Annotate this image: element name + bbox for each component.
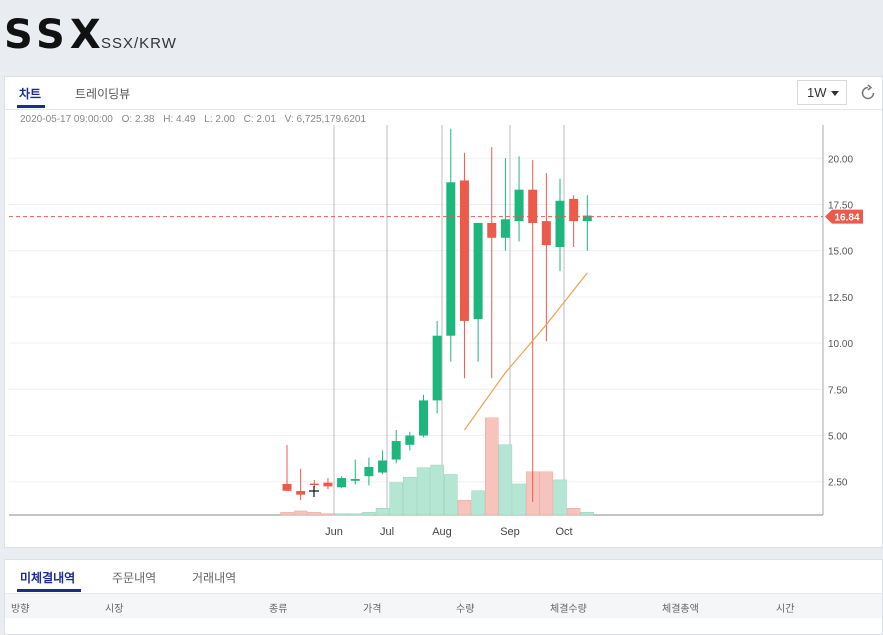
y-tick-label: 7.50 <box>828 385 848 396</box>
candle-body <box>378 460 388 473</box>
volume-bar <box>430 464 444 516</box>
candle-body <box>528 189 538 223</box>
x-tick-label: Aug <box>432 526 452 538</box>
candle-body <box>282 483 292 491</box>
volume-bar <box>416 467 431 516</box>
y-tick-label: 20.00 <box>828 154 853 165</box>
x-tick-label: Sep <box>500 526 520 538</box>
candlestick-chart[interactable]: 20.00 17.50 15.00 12.50 10.00 7.50 5.00 2.50 Jun… <box>5 77 882 547</box>
candle-body <box>432 335 442 401</box>
volume-bar <box>457 499 472 516</box>
candle-body <box>555 200 565 247</box>
candle-body <box>405 435 415 445</box>
ohlc-low: L: 2.00 <box>204 114 235 125</box>
ohlc-high: H: 4.49 <box>163 114 196 125</box>
y-tick-label: 12.50 <box>828 293 853 304</box>
volume-bar <box>293 510 308 516</box>
x-tick-label: Oct <box>555 526 572 538</box>
volume-bar <box>444 474 458 516</box>
volume-bar <box>348 513 362 516</box>
volume-bar <box>334 513 349 516</box>
volume-bar <box>307 512 322 516</box>
candle-body <box>459 180 469 321</box>
candle-body <box>500 219 510 238</box>
tab-tradingview[interactable]: 트레이딩뷰 <box>75 87 131 101</box>
candle-body <box>446 182 456 336</box>
tab-order-history[interactable]: 주문내역 <box>112 571 157 585</box>
column-header: 시간 <box>776 604 795 615</box>
tab-open-orders[interactable]: 미체결내역 <box>20 571 76 585</box>
volume-bar <box>471 490 485 516</box>
orders-table-header: 방향 시장 종류 가격 수량 체결수량 체결총액 시간 <box>5 593 882 618</box>
candle-body <box>364 466 374 477</box>
candle-body <box>323 482 333 487</box>
candle-body <box>350 478 360 481</box>
column-header: 체결수량 <box>550 604 587 615</box>
volume-bar <box>280 512 294 516</box>
candle-body <box>582 215 592 222</box>
coin-pair: SSX/KRW <box>101 35 177 52</box>
candle-body <box>337 478 347 488</box>
volume-bar <box>539 471 554 516</box>
current-price-label: 16.84 <box>834 213 859 224</box>
y-tick-label: 15.00 <box>828 247 853 258</box>
volume-bar <box>389 482 403 516</box>
caret-down-icon <box>831 91 839 96</box>
refresh-icon[interactable] <box>859 84 877 102</box>
y-tick-label: 5.00 <box>828 432 848 443</box>
y-tick-label: 2.50 <box>828 478 848 489</box>
column-header: 시장 <box>105 604 124 615</box>
column-header: 수량 <box>456 604 475 615</box>
candle-body <box>541 221 551 246</box>
candle-body <box>473 222 483 320</box>
y-tick-label: 10.00 <box>828 339 853 350</box>
chart-panel: 20.00 17.50 15.00 12.50 10.00 7.50 5.00 2.50 Jun… <box>4 76 883 548</box>
crosshair-cursor-icon <box>309 486 319 497</box>
column-header: 방향 <box>11 604 30 615</box>
volume-bar <box>566 508 581 516</box>
tab-chart[interactable]: 차트 <box>19 87 42 101</box>
ohlc-volume: V: 6,725,179.6201 <box>284 114 367 125</box>
volume-bar <box>485 417 499 516</box>
column-header: 종류 <box>269 604 288 615</box>
y-tick-label: 17.50 <box>828 200 853 211</box>
interval-select[interactable]: 1W <box>797 80 847 105</box>
active-orders-tab-indicator <box>17 589 81 592</box>
volume-bar <box>512 483 526 516</box>
ohlc-close: C: 2.01 <box>243 114 276 125</box>
ohlc-readout: 2020-05-17 09:00:00 O: 2.38 H: 4.49 L: 2… <box>20 114 372 125</box>
volume-bar <box>580 512 595 516</box>
candle-body <box>296 490 306 495</box>
candle-body <box>391 441 401 460</box>
volume-bar <box>498 444 513 516</box>
moving-average-line <box>463 272 588 431</box>
chart-tabs: 차트 트레이딩뷰 1W <box>5 77 882 110</box>
current-price-badge <box>825 209 863 224</box>
interval-value: 1W <box>807 85 827 100</box>
candle-body <box>419 400 428 436</box>
x-tick-label: Jul <box>380 526 394 538</box>
volume-bar <box>362 512 376 516</box>
candle-body <box>569 198 579 222</box>
candle-body <box>514 189 524 222</box>
orders-panel: 미체결내역 주문내역 거래내역 방향 시장 종류 가격 수량 체결수량 체결총액… <box>4 559 883 635</box>
volume-bar <box>553 479 567 516</box>
column-header: 가격 <box>363 604 382 615</box>
coin-symbol: SSX <box>4 12 106 58</box>
active-tab-indicator <box>17 105 45 108</box>
candle-body <box>487 222 497 238</box>
ohlc-date: 2020-05-17 09:00:00 <box>20 114 113 125</box>
volume-bar <box>321 513 335 516</box>
coin-header: SSX SSX/KRW <box>0 0 883 76</box>
x-tick-label: Jun <box>325 526 343 538</box>
volume-bar <box>375 508 390 516</box>
candle-body <box>309 483 319 486</box>
ohlc-open: O: 2.38 <box>121 114 155 125</box>
volume-bar <box>403 476 417 516</box>
tab-trade-history[interactable]: 거래내역 <box>192 571 237 585</box>
column-header: 체결총액 <box>662 604 699 615</box>
